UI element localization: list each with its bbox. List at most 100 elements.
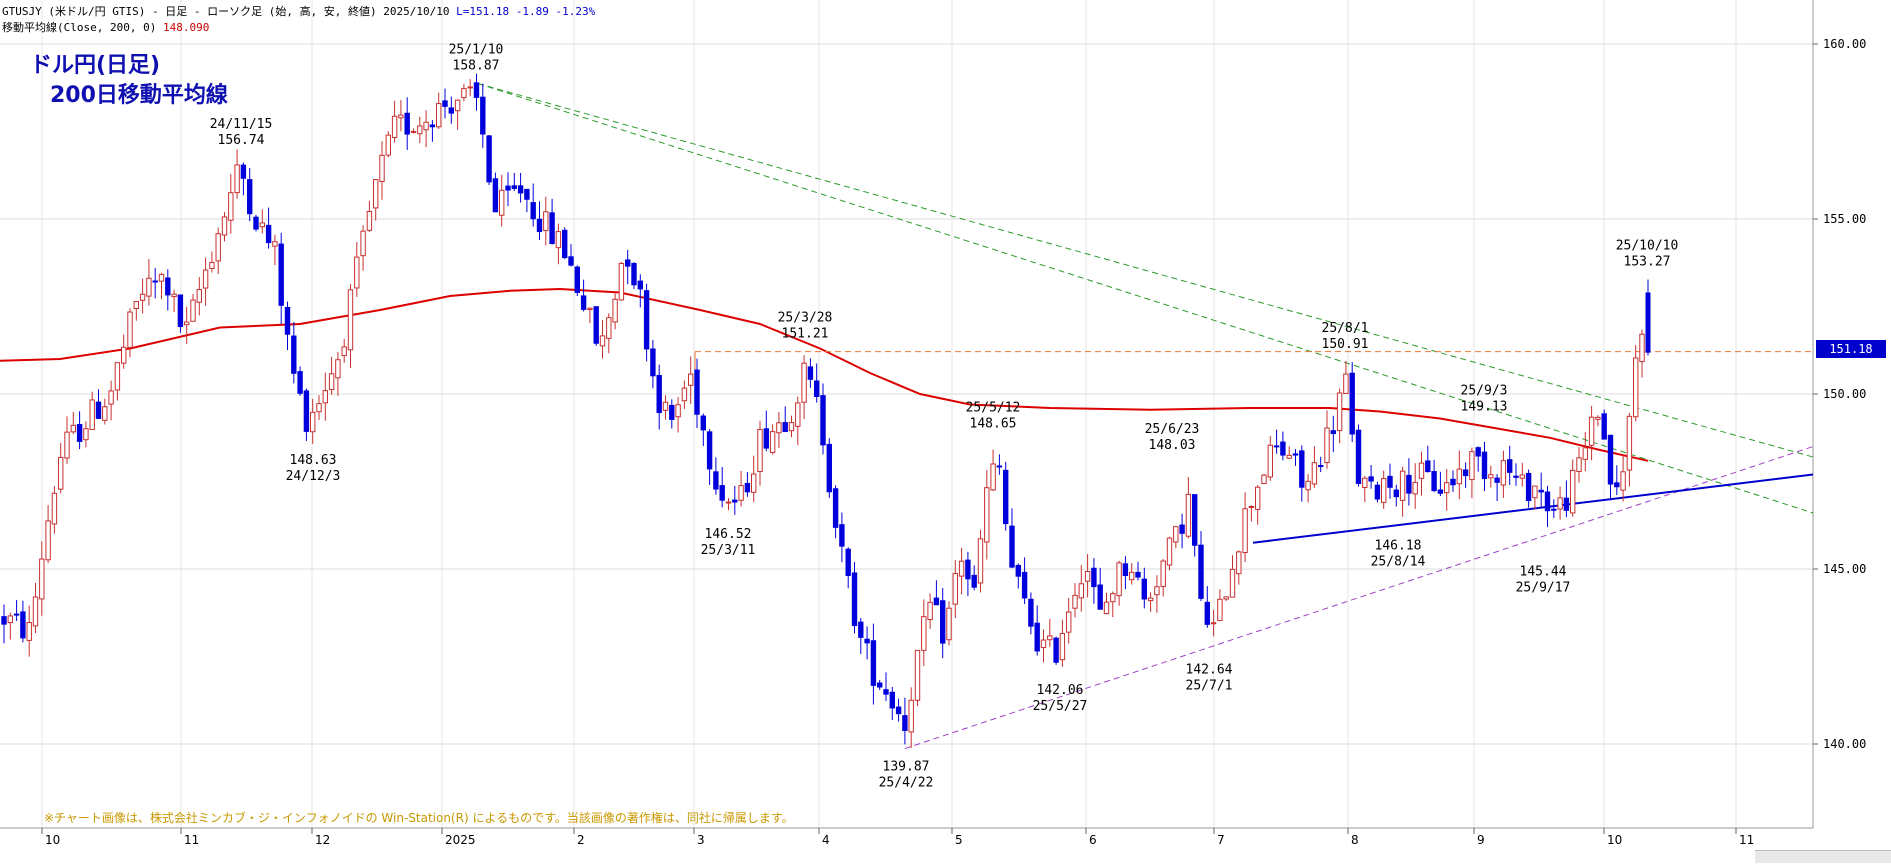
candle-body xyxy=(536,218,543,233)
candle-body xyxy=(152,280,158,283)
copyright-note: ※チャート画像は、株式会社ミンカブ・ジ・インフォノイドの Win-Station… xyxy=(44,811,794,825)
candle xyxy=(1192,494,1198,557)
candle xyxy=(599,320,606,359)
candle xyxy=(662,395,669,420)
candle xyxy=(832,485,839,539)
candle-body xyxy=(763,428,769,449)
candle-body xyxy=(184,321,190,326)
candle xyxy=(328,356,335,395)
candle xyxy=(530,183,536,227)
header-change: -1.89 xyxy=(515,5,549,18)
candle-body xyxy=(1135,571,1141,578)
candle-body xyxy=(404,112,410,135)
candle-body xyxy=(1544,491,1551,512)
candle-body xyxy=(650,348,656,377)
candle-body xyxy=(1551,508,1557,511)
candle xyxy=(1280,431,1286,461)
x-tick-label: 10 xyxy=(45,833,60,847)
candle-body xyxy=(215,233,221,262)
candle xyxy=(681,380,688,409)
candle xyxy=(669,399,675,429)
candle xyxy=(278,232,284,325)
candle-body xyxy=(1538,489,1544,493)
candle-body xyxy=(158,273,165,282)
candle-body xyxy=(1595,416,1601,420)
candle xyxy=(1311,446,1318,488)
candle-body xyxy=(599,335,606,347)
candle xyxy=(1582,431,1588,472)
candle-body xyxy=(826,443,832,493)
candle xyxy=(675,396,681,433)
y-tick-label: 145.00 xyxy=(1823,562,1866,576)
candle xyxy=(549,198,555,245)
candle xyxy=(700,413,706,447)
candle-body xyxy=(606,317,612,339)
candle-body xyxy=(303,390,310,432)
candle-body xyxy=(1179,524,1185,534)
candle xyxy=(946,601,952,646)
x-tick-label: 10 xyxy=(1607,833,1622,847)
candle xyxy=(517,173,524,203)
candle xyxy=(744,471,751,497)
candle xyxy=(133,301,140,321)
candle-body xyxy=(1399,470,1406,501)
candle xyxy=(1078,565,1084,612)
annotation-label-top: 25/10/10 xyxy=(1616,239,1679,254)
candle xyxy=(996,454,1003,475)
candle xyxy=(1557,486,1563,520)
candle-body xyxy=(1286,454,1292,459)
candle xyxy=(492,172,499,213)
candle xyxy=(202,257,209,306)
candle xyxy=(70,411,76,434)
candle-body xyxy=(1003,469,1009,525)
candle-body xyxy=(1103,601,1110,615)
annotation-label-bottom: 25/9/17 xyxy=(1516,581,1571,596)
candle-body xyxy=(1519,474,1525,479)
candle xyxy=(272,234,278,266)
candle xyxy=(152,268,158,299)
candle-body xyxy=(139,293,146,301)
candle xyxy=(1273,429,1280,454)
candle xyxy=(347,284,354,369)
candle xyxy=(265,207,272,249)
candle xyxy=(958,547,965,595)
candle-body xyxy=(1469,451,1475,481)
candle-body xyxy=(499,189,505,216)
candle-body xyxy=(259,222,266,228)
candle-body xyxy=(1078,583,1084,599)
candle-body xyxy=(1204,601,1210,625)
candle-body xyxy=(505,185,511,191)
ma-legend-value: 148.090 xyxy=(162,21,210,34)
candle xyxy=(883,672,889,701)
annotation-label-bottom: 153.27 xyxy=(1624,255,1671,270)
candle-body xyxy=(625,259,631,267)
candle xyxy=(221,212,228,242)
candle-body xyxy=(719,485,725,501)
candle xyxy=(1009,508,1015,569)
candle xyxy=(505,172,511,207)
candle xyxy=(1462,462,1469,488)
candle-body xyxy=(990,463,996,491)
candle-body xyxy=(1154,586,1160,596)
candle-body xyxy=(1381,478,1387,503)
candle-body xyxy=(631,262,637,286)
candle xyxy=(927,593,933,629)
candle-body xyxy=(1355,429,1362,484)
candle xyxy=(58,442,64,494)
scrollbar[interactable] xyxy=(1755,850,1891,863)
candle xyxy=(656,364,662,430)
candle xyxy=(902,697,908,745)
candle xyxy=(1500,450,1507,498)
candle xyxy=(971,565,977,591)
candle-body xyxy=(121,346,127,364)
candle-body xyxy=(291,335,297,374)
x-tick-label: 2 xyxy=(577,833,585,847)
candle xyxy=(1318,456,1324,473)
candle-body xyxy=(454,99,461,112)
candle xyxy=(240,162,247,196)
candle xyxy=(1450,470,1456,493)
candle xyxy=(1620,454,1626,502)
candle-body xyxy=(114,362,121,391)
candle xyxy=(1513,463,1519,486)
candle-body xyxy=(1563,497,1570,511)
